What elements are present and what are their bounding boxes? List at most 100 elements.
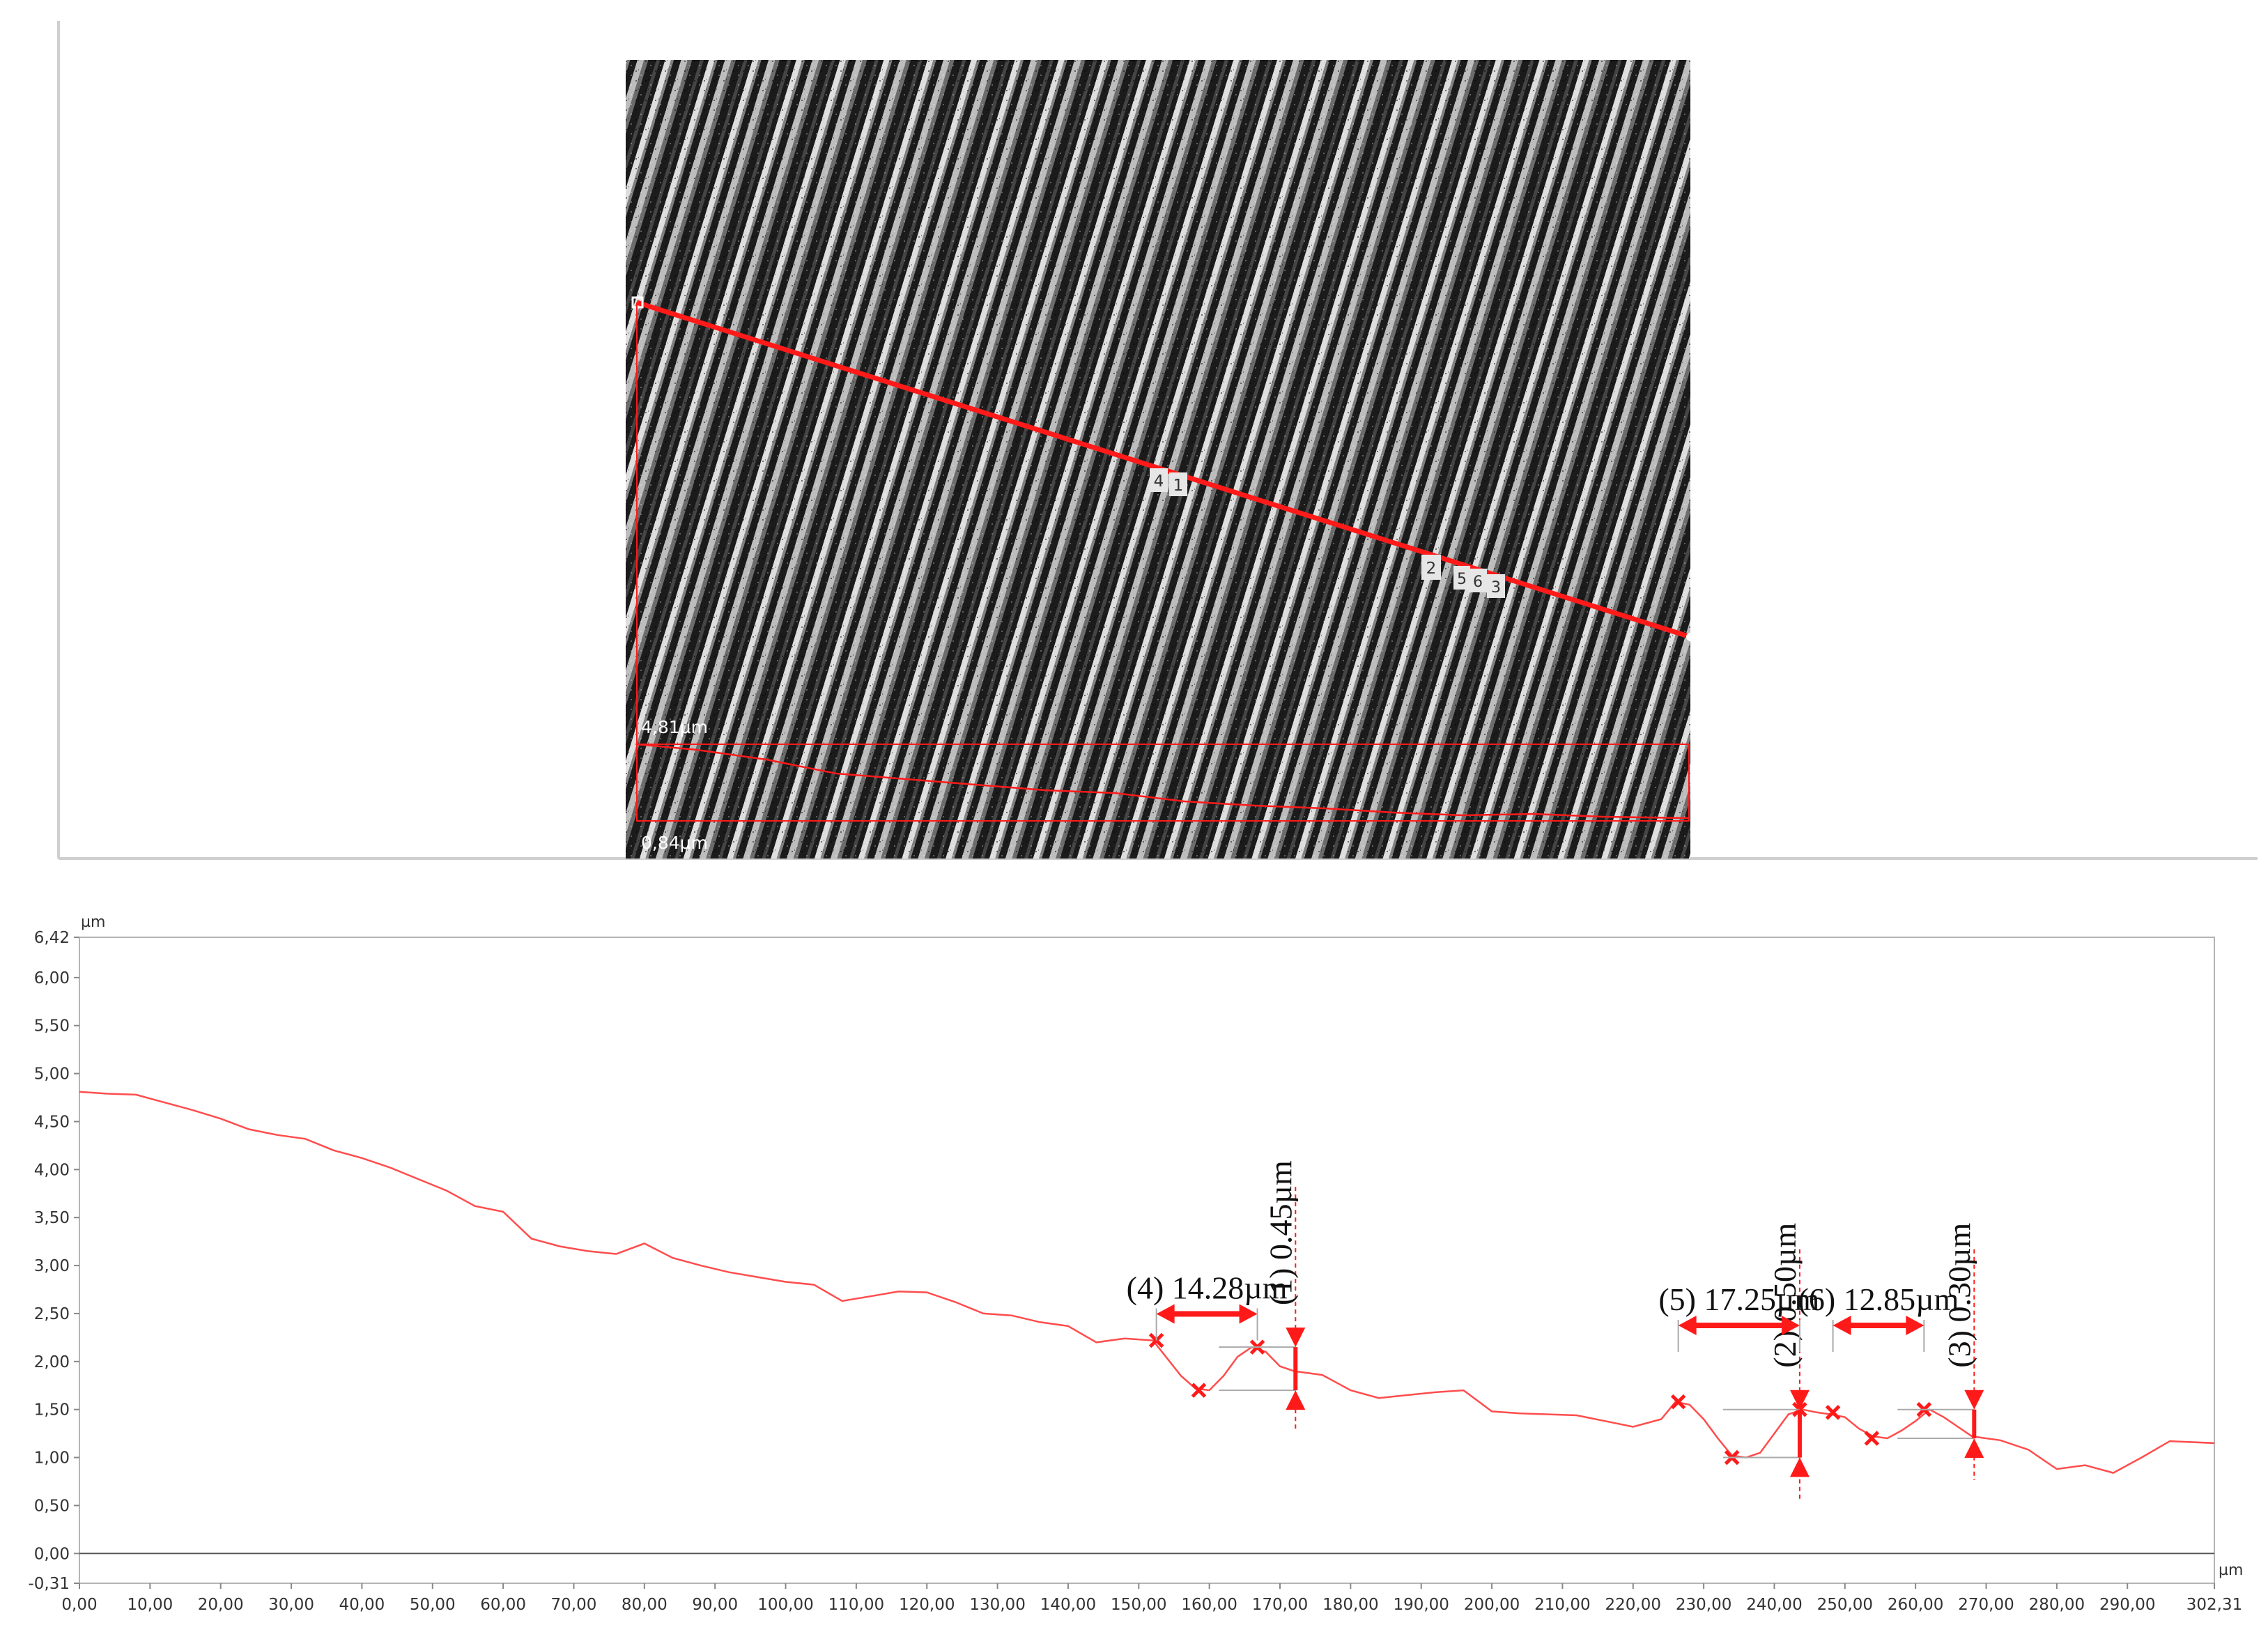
x-tick-label: 290,00 — [2099, 1596, 2155, 1614]
y-tick-label: 3,50 — [34, 1209, 70, 1227]
y-tick-label: 3,00 — [34, 1257, 70, 1275]
width-label: (5) 17.25µm — [1658, 1282, 1819, 1317]
height-arrow-top — [1286, 1328, 1306, 1348]
micrograph-texture — [626, 60, 1690, 859]
x-tick-label: 100,00 — [757, 1596, 813, 1614]
y-tick-label: 1,00 — [34, 1449, 70, 1468]
marker-4-label: 4 — [1154, 472, 1164, 491]
x-unit-label: µm — [2219, 1562, 2243, 1579]
x-tick-label: 140,00 — [1040, 1596, 1096, 1614]
width-label: (4) 14.28µm — [1127, 1270, 1288, 1306]
width-arrow-left — [1678, 1316, 1697, 1336]
x-tick-label: 0,00 — [61, 1596, 97, 1614]
x-tick-label: 130,00 — [969, 1596, 1025, 1614]
annotation-width: (6) 12.85µm — [1798, 1282, 1959, 1353]
x-tick-label: 280,00 — [2029, 1596, 2085, 1614]
measurement-annotations: (1) 0.45µm (2) 0.50µm (3) 0.30µm (4) 14.28µ… — [1127, 1160, 1984, 1500]
scan-end-handle[interactable] — [1686, 633, 1695, 641]
y-tick-label: 1,50 — [34, 1401, 70, 1419]
height-arrow-bottom — [1964, 1438, 1984, 1459]
y-tick-label: 5,00 — [34, 1065, 70, 1084]
width-arrow-left — [1156, 1304, 1175, 1324]
x-tick-label: 200,00 — [1464, 1596, 1520, 1614]
marker-4[interactable]: 4 — [1150, 468, 1168, 492]
marker-1-label: 1 — [1173, 477, 1184, 495]
y-tick-label: 2,50 — [34, 1305, 70, 1323]
width-arrow-left — [1833, 1316, 1851, 1336]
marker-2[interactable]: 2 — [1421, 555, 1441, 580]
y-tick-label: 0,50 — [34, 1497, 70, 1515]
marker-1[interactable]: 1 — [1169, 472, 1187, 496]
measure-point[interactable] — [1864, 1431, 1880, 1446]
marker-3[interactable]: 3 — [1487, 574, 1505, 598]
marker-3-box — [1487, 574, 1505, 598]
height-arrow-bottom — [1286, 1390, 1306, 1410]
annotation-width: (5) 17.25µm — [1658, 1282, 1819, 1353]
x-tick-label: 240,00 — [1746, 1596, 1802, 1614]
marker-3-label: 3 — [1491, 579, 1501, 597]
width-arrow-right — [1906, 1316, 1924, 1336]
x-tick-label: 302,31 — [2186, 1596, 2242, 1614]
x-tick-label: 170,00 — [1252, 1596, 1308, 1614]
width-arrow-right — [1781, 1316, 1800, 1336]
x-tick-label: 260,00 — [1888, 1596, 1943, 1614]
y-tick-label: 6,42 — [34, 929, 70, 947]
x-tick-label: 250,00 — [1817, 1596, 1873, 1614]
height-label: (2) 0.50µm — [1767, 1223, 1803, 1368]
marker-5[interactable]: 5 — [1453, 566, 1470, 590]
profile-inset-curve — [636, 743, 1690, 820]
x-tick-label: 20,00 — [198, 1596, 244, 1614]
x-tick-label: 50,00 — [410, 1596, 456, 1614]
y-tick-label: -0,31 — [28, 1575, 70, 1593]
marker-6-box — [1469, 569, 1487, 592]
y-tick-label: 0,00 — [34, 1545, 70, 1563]
x-tick-label: 160,00 — [1181, 1596, 1237, 1614]
x-tick-label: 40,00 — [339, 1596, 385, 1614]
marker-5-label: 5 — [1457, 571, 1467, 588]
marker-2-label: 2 — [1426, 560, 1437, 578]
x-tick-label: 180,00 — [1322, 1596, 1378, 1614]
x-tick-label: 210,00 — [1534, 1596, 1590, 1614]
x-tick-label: 10,00 — [127, 1596, 173, 1614]
x-axis: 0,00 10,00 20,00 30,00 40,00 50,00 60,00 70,00 8… — [61, 1583, 2242, 1614]
x-tick-label: 80,00 — [622, 1596, 668, 1614]
height-label: (3) 0.30µm — [1941, 1223, 1977, 1368]
x-tick-label: 60,00 — [480, 1596, 526, 1614]
micrograph-panel: 4,81µm 0,84µm 4 1 2 5 6 3 — [626, 60, 1695, 859]
height-arrow-top — [1964, 1390, 1984, 1410]
x-tick-label: 220,00 — [1605, 1596, 1661, 1614]
marker-2-box — [1421, 555, 1441, 580]
y-tick-label: 4,50 — [34, 1113, 70, 1131]
inset-max-label: 4,81µm — [641, 717, 708, 737]
y-tick-label: 5,50 — [34, 1017, 70, 1036]
marker-6[interactable]: 6 — [1469, 569, 1487, 592]
x-tick-label: 90,00 — [692, 1596, 738, 1614]
y-tick-label: 4,00 — [34, 1161, 70, 1179]
marker-4-box — [1150, 468, 1168, 492]
marker-6-label: 6 — [1473, 574, 1483, 591]
plot-area — [79, 937, 2215, 1584]
x-tick-label: 270,00 — [1958, 1596, 2014, 1614]
y-tick-label: 6,00 — [34, 969, 70, 987]
x-tick-label: 150,00 — [1111, 1596, 1166, 1614]
y-unit-label: µm — [81, 914, 105, 931]
x-tick-label: 110,00 — [828, 1596, 884, 1614]
x-tick-label: 70,00 — [551, 1596, 597, 1614]
measure-point[interactable] — [1191, 1383, 1207, 1398]
x-tick-label: 190,00 — [1393, 1596, 1449, 1614]
profile-chart: µm µm 6,42 6,00 5,50 5,00 4,50 4,00 3,50 3,00 2,… — [28, 914, 2243, 1614]
x-tick-label: 30,00 — [268, 1596, 314, 1614]
width-arrow-right — [1239, 1304, 1258, 1324]
inset-min-label: 0,84µm — [641, 833, 708, 853]
x-tick-label: 230,00 — [1676, 1596, 1731, 1614]
y-axis: 6,42 6,00 5,50 5,00 4,50 4,00 3,50 3,00 2,50 2,00… — [28, 929, 79, 1593]
annotation-width: (4) 14.28µm — [1127, 1270, 1288, 1341]
height-arrow-bottom — [1789, 1457, 1810, 1477]
annotation-height: (2) 0.50µm — [1722, 1223, 1810, 1500]
measure-point[interactable] — [1825, 1405, 1841, 1420]
marker-5-box — [1453, 566, 1470, 590]
height-arrow-top — [1789, 1390, 1810, 1410]
y-tick-label: 2,00 — [34, 1353, 70, 1371]
measure-point[interactable] — [1670, 1394, 1686, 1410]
